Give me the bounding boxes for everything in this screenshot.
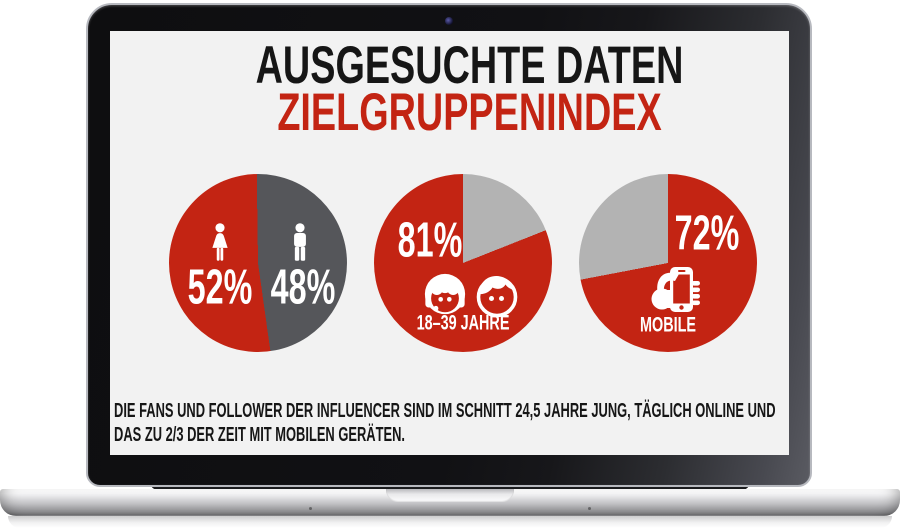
laptop-screen: AUSGESUCHTE DATEN ZIELGRUPPENINDEX [110, 31, 789, 455]
hand-holding-phone-icon [649, 264, 705, 320]
mic-hole-icon [309, 507, 312, 510]
laptop-lid: AUSGESUCHTE DATEN ZIELGRUPPENINDEX [86, 3, 812, 487]
girl-face-icon [422, 272, 468, 318]
age-percentage: 81% [397, 213, 463, 268]
summary-text-line1: DIE FANS UND FOLLOWER DER INFLUENCER SIN… [114, 399, 776, 423]
female-percentage: 52% [187, 260, 253, 315]
woman-icon [206, 223, 234, 265]
mic-hole-icon [588, 507, 591, 510]
male-percentage: 48% [270, 260, 336, 315]
laptop-base [0, 489, 900, 516]
laptop-base-notch [386, 489, 514, 502]
man-icon [287, 223, 313, 265]
pie-chart-mobile: 72% MOBIL [579, 174, 757, 352]
page-title: AUSGESUCHTE DATEN [255, 35, 684, 95]
page-subtitle: ZIELGRUPPENINDEX [277, 82, 662, 142]
laptop-reflection [8, 516, 892, 528]
mobile-percentage: 72% [674, 206, 740, 261]
pie-chart-gender: 52% 48% [169, 174, 347, 352]
summary-text-line2: DAS ZU 2/3 DER ZEIT MIT MOBILEN GERÄTEN. [114, 423, 405, 447]
pie-chart-age: 81% [374, 174, 552, 352]
mobile-label: MOBILE [640, 314, 696, 337]
webcam-icon [445, 17, 453, 25]
boy-face-icon [473, 271, 521, 319]
age-label: 18–39 JAHRE [416, 312, 510, 335]
